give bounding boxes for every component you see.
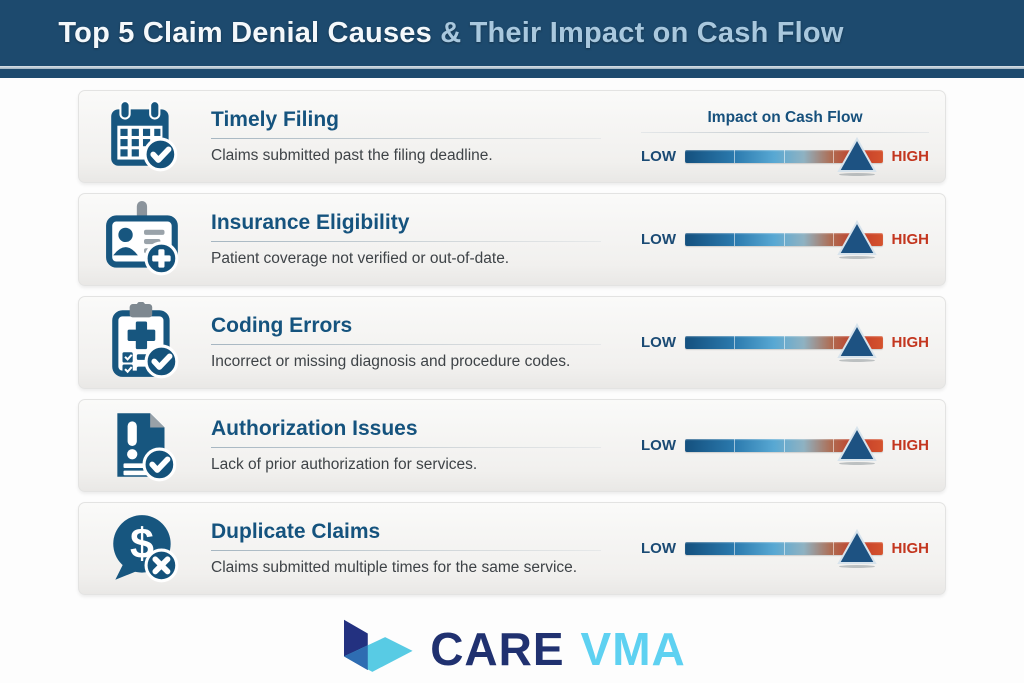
row-description: Incorrect or missing diagnosis and proce… — [211, 353, 571, 370]
marker-shadow — [838, 256, 875, 259]
impact-bar — [685, 529, 883, 568]
divider — [641, 131, 929, 133]
impact-marker-triangle — [837, 220, 877, 260]
bar-tick — [833, 336, 835, 349]
low-label: LOW — [641, 540, 676, 557]
low-label: LOW — [641, 437, 676, 454]
rows-container: Timely Filing Claims submitted past the … — [0, 78, 1024, 595]
brand-care-text: CARE — [430, 623, 565, 675]
bar-tick — [833, 542, 835, 555]
bar-tick — [833, 233, 835, 246]
impact-bar — [685, 136, 883, 176]
bar-tick — [783, 233, 785, 246]
impact-bar — [685, 426, 883, 465]
row-description: Claims submitted multiple times for the … — [211, 559, 578, 576]
row-authorization-issues: Authorization Issues Lack of prior autho… — [78, 399, 946, 492]
impact-gauge: LOW HIGH — [641, 323, 930, 362]
impact-gauge: LOW HIGH — [641, 426, 930, 465]
impact-bar — [685, 220, 883, 259]
row-insurance-eligibility: Insurance Eligibility Patient coverage n… — [78, 193, 946, 286]
carevma-logo-icon — [344, 619, 413, 672]
bar-tick — [734, 149, 736, 163]
clipboard-check-icon — [103, 301, 185, 384]
high-label: HIGH — [891, 437, 930, 454]
bar-tick — [734, 336, 736, 349]
marker-shadow — [838, 172, 875, 176]
impact-marker-triangle — [837, 426, 877, 466]
impact-marker-triangle — [837, 323, 877, 363]
bar-tick — [783, 542, 785, 555]
bar-tick — [783, 439, 785, 452]
bar-tick — [783, 336, 785, 349]
high-label: HIGH — [891, 231, 930, 248]
impact-gauge: LOW HIGH — [641, 529, 930, 568]
divider — [211, 138, 601, 139]
high-label: HIGH — [891, 540, 930, 557]
marker-shadow — [838, 462, 875, 465]
high-label: HIGH — [891, 334, 930, 351]
row-title: Duplicate Claims — [211, 520, 381, 543]
row-duplicate-claims: $ Duplicate Claims Claims submitted mult… — [78, 502, 946, 595]
divider — [211, 344, 601, 345]
divider — [211, 447, 601, 448]
document-alert-icon — [103, 405, 185, 487]
impact-column-title: Impact on Cash Flow — [707, 108, 863, 126]
impact-marker-triangle — [837, 529, 877, 569]
row-description: Lack of prior authorization for services… — [211, 456, 478, 473]
marker-shadow — [838, 565, 875, 568]
impact-bar — [685, 323, 883, 362]
brand-vma-text: VMA — [580, 623, 686, 675]
bar-tick — [833, 439, 835, 452]
divider — [211, 550, 601, 551]
marker-shadow — [838, 359, 875, 362]
row-title: Coding Errors — [211, 314, 353, 337]
divider — [211, 241, 601, 242]
bar-tick — [833, 149, 835, 163]
footer-brand: CARE VMA — [0, 605, 1024, 683]
low-label: LOW — [641, 231, 676, 248]
low-label: LOW — [641, 334, 676, 351]
bar-tick — [734, 439, 736, 452]
impact-gauge: LOW HIGH — [641, 136, 930, 176]
impact-marker-triangle — [837, 136, 877, 177]
bar-tick — [734, 233, 736, 246]
row-coding-errors: Coding Errors Incorrect or missing diagn… — [78, 296, 946, 389]
dollar-bubble-x-icon: $ — [103, 508, 185, 590]
row-description: Patient coverage not verified or out-of-… — [211, 250, 510, 267]
row-title: Insurance Eligibility — [211, 211, 410, 234]
page-title-sub: & Their Impact on Cash Flow — [431, 17, 844, 49]
page-header: Top 5 Claim Denial Causes & Their Impact… — [0, 0, 1024, 78]
high-label: HIGH — [891, 147, 930, 165]
bar-tick — [734, 542, 736, 555]
brand-wordmark: CARE VMA — [430, 622, 686, 676]
calendar-check-icon — [103, 96, 185, 178]
row-timely-filing: Timely Filing Claims submitted past the … — [78, 90, 946, 183]
low-label: LOW — [641, 147, 676, 165]
row-description: Claims submitted past the filing deadlin… — [211, 147, 493, 164]
page-title: Top 5 Claim Denial Causes & Their Impact… — [58, 17, 843, 49]
id-card-plus-icon — [103, 199, 185, 281]
page-title-main: Top 5 Claim Denial Causes — [58, 17, 432, 49]
row-title: Authorization Issues — [211, 417, 418, 440]
bar-tick — [783, 149, 785, 163]
row-title: Timely Filing — [211, 108, 339, 131]
impact-gauge: LOW HIGH — [641, 220, 930, 259]
